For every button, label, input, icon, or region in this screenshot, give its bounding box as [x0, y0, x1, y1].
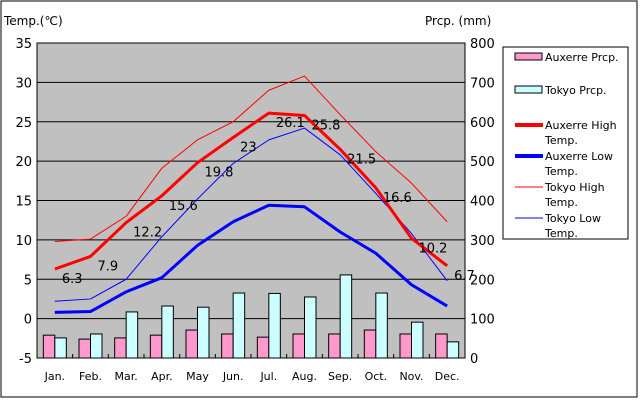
legend-label: Auxerre Low	[545, 150, 613, 163]
y-tick-label: 20	[15, 155, 32, 170]
bar-auxerre-prcp	[149, 334, 163, 359]
line-tokyo-high	[54, 75, 448, 242]
bar-tokyo-prcp	[54, 337, 67, 359]
data-label: 19.8	[205, 166, 234, 181]
bar-tokyo-prcp	[446, 341, 460, 359]
x-tick-label: Feb.	[79, 370, 102, 383]
y-right-axis-title: Prcp. (mm)	[425, 14, 491, 28]
x-tick-label: Jun.	[222, 370, 244, 383]
y-right-tick-label: 600	[470, 116, 495, 131]
line-auxerre-low	[54, 203, 448, 314]
bar-tokyo-prcp	[161, 305, 174, 359]
x-tick-label: Aug.	[292, 370, 317, 383]
data-label: 6.3	[62, 272, 83, 287]
y-right-tick-label: 100	[470, 313, 495, 328]
bar-tokyo-prcp	[304, 296, 317, 359]
bar-auxerre-prcp	[42, 334, 56, 359]
legend-label: Auxerre High	[545, 119, 617, 132]
legend-swatch	[514, 85, 543, 94]
bar-tokyo-prcp	[375, 292, 388, 359]
data-label: 15.6	[169, 199, 198, 214]
bar-tokyo-prcp	[268, 292, 281, 359]
data-label: 21.5	[347, 152, 376, 167]
bar-auxerre-prcp	[399, 333, 412, 359]
x-tick-label: May	[186, 370, 209, 383]
y-tick-label: 0	[24, 313, 32, 328]
bar-auxerre-prcp	[256, 336, 270, 359]
bar-auxerre-prcp	[185, 329, 198, 359]
y-tick-label: 35	[15, 37, 32, 52]
y-right-tick-label: 200	[470, 273, 495, 288]
y-tick-label: 5	[24, 273, 32, 288]
bar-auxerre-prcp	[292, 333, 305, 359]
legend-label: Auxerre Prcp.	[545, 51, 619, 64]
data-label: 7.9	[98, 259, 119, 274]
legend-label-cont: Temp.	[544, 165, 578, 178]
legend-swatch	[514, 52, 543, 61]
y-right-tick-label: 0	[470, 352, 478, 367]
legend-box	[502, 46, 629, 240]
line-auxerre-high	[54, 111, 449, 271]
y-right-tick-label: 800	[470, 37, 495, 52]
data-label: 6.7	[454, 269, 475, 284]
bar-auxerre-prcp	[435, 333, 448, 359]
y-tick-label: 10	[15, 234, 32, 249]
x-tick-label: Dec.	[435, 370, 460, 383]
data-label: 25.8	[312, 118, 341, 133]
bar-tokyo-prcp	[232, 292, 246, 359]
y-right-tick-label: 400	[470, 195, 495, 210]
bar-auxerre-prcp	[221, 333, 234, 359]
data-label: 10.2	[419, 241, 448, 256]
x-tick-label: Jul.	[259, 370, 277, 383]
bar-tokyo-prcp	[197, 306, 210, 359]
bar-tokyo-prcp	[90, 333, 103, 359]
x-tick-label: Sep.	[328, 370, 352, 383]
bar-tokyo-prcp	[339, 274, 353, 359]
line-tokyo-low	[54, 127, 448, 302]
bar-tokyo-prcp	[411, 321, 424, 359]
legend-label: Tokyo Prcp.	[544, 84, 607, 97]
y-axis-title: Temp.(℃)	[3, 14, 63, 28]
data-label: 12.2	[133, 226, 162, 241]
y-right-tick-label: 300	[470, 234, 495, 249]
y-right-tick-label: 700	[470, 76, 495, 91]
bar-auxerre-prcp	[78, 338, 91, 359]
y-tick-label: 30	[15, 76, 32, 91]
bar-auxerre-prcp	[114, 337, 127, 359]
bar-auxerre-prcp	[363, 329, 377, 359]
y-tick-label: 15	[15, 195, 32, 210]
y-right-tick-label: 500	[470, 155, 495, 170]
data-label: 23	[240, 141, 257, 156]
x-tick-label: Oct.	[365, 370, 388, 383]
legend-label: Tokyo Low	[544, 212, 601, 225]
y-tick-label: -5	[19, 352, 32, 367]
data-label: 26.1	[276, 116, 305, 131]
data-label: 16.6	[383, 191, 412, 206]
legend-label-cont: Temp.	[544, 134, 578, 147]
x-tick-label: Nov.	[399, 370, 423, 383]
x-tick-label: Mar.	[115, 370, 138, 383]
bar-tokyo-prcp	[125, 311, 139, 359]
legend-label: Tokyo High	[544, 181, 605, 194]
bar-auxerre-prcp	[328, 333, 341, 359]
legend-label-cont: Temp.	[544, 227, 578, 240]
x-tick-label: Jan.	[44, 370, 65, 383]
y-tick-label: 25	[15, 116, 32, 131]
legend-label-cont: Temp.	[544, 196, 578, 209]
x-tick-label: Apr.	[151, 370, 173, 383]
